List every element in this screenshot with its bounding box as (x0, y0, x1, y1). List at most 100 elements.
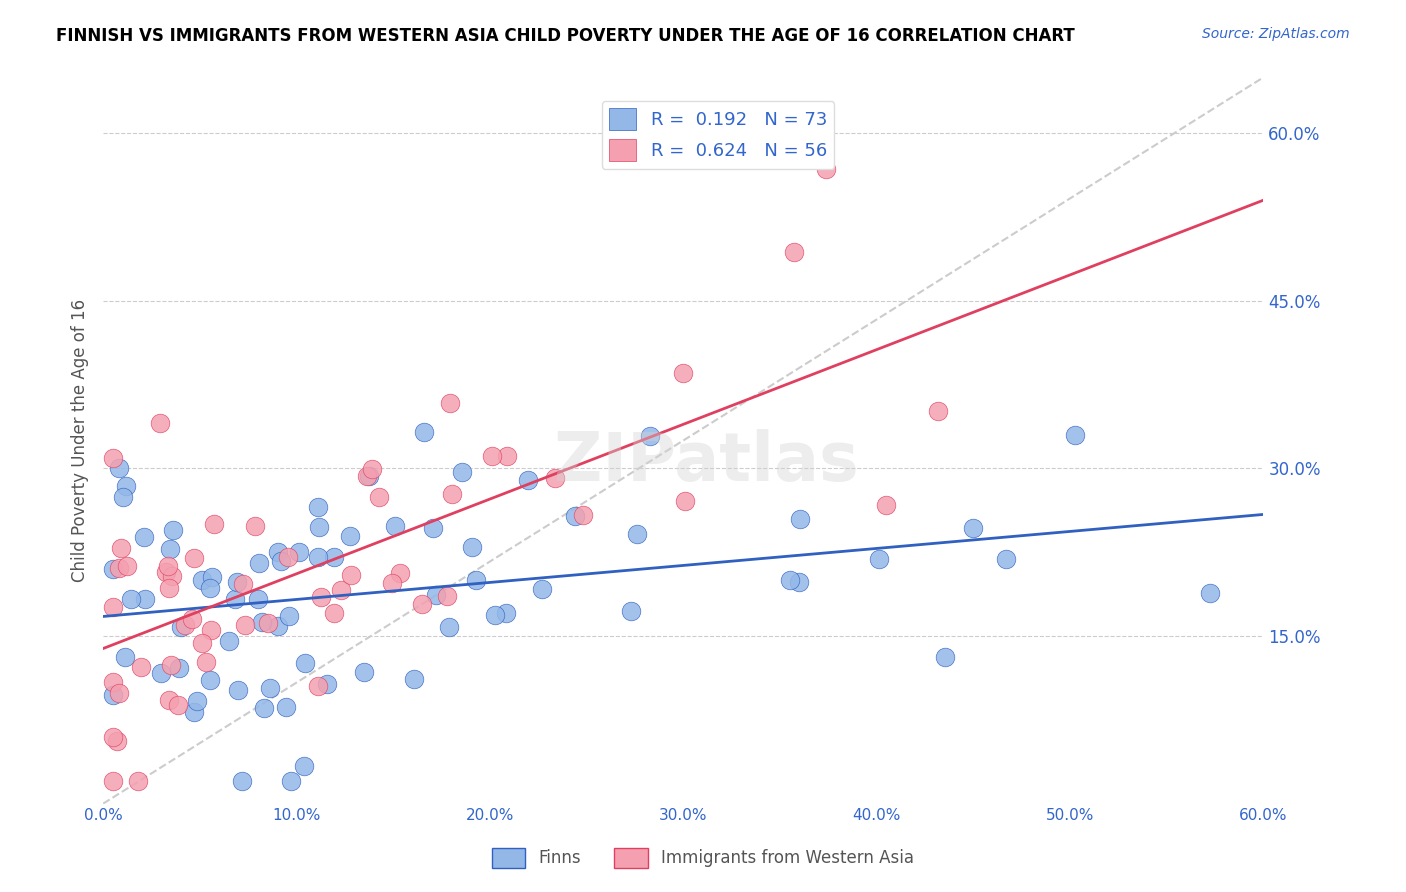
Point (201, 570, 224, 584)
Point (226, 575, 249, 590)
Point (280, 774, 302, 789)
Point (110, 541, 132, 555)
Point (101, 562, 124, 576)
Point (101, 600, 124, 615)
Point (339, 529, 361, 543)
Legend: Finns, Immigrants from Western Asia: Finns, Immigrants from Western Asia (485, 841, 921, 875)
Point (460, 540, 482, 554)
Point (814, 162, 837, 177)
Point (101, 688, 124, 702)
Point (994, 552, 1017, 566)
Point (167, 698, 190, 712)
Point (200, 623, 222, 637)
Text: ZIPatlas: ZIPatlas (554, 429, 859, 495)
Point (200, 673, 222, 687)
Point (783, 244, 806, 259)
Point (101, 450, 124, 465)
Point (962, 521, 984, 535)
Point (233, 618, 256, 632)
Point (159, 542, 181, 557)
Point (441, 487, 464, 501)
Point (381, 575, 404, 590)
Point (247, 556, 270, 570)
Point (307, 500, 329, 515)
Point (101, 774, 124, 789)
Point (105, 733, 128, 747)
Point (934, 650, 956, 665)
Point (200, 581, 222, 595)
Point (183, 705, 205, 719)
Point (253, 700, 276, 714)
Point (439, 395, 461, 409)
Point (309, 591, 332, 605)
Y-axis label: Child Poverty Under the Age of 16: Child Poverty Under the Age of 16 (72, 299, 89, 582)
Point (243, 519, 266, 533)
Point (356, 469, 378, 483)
Point (120, 591, 142, 606)
Point (114, 649, 136, 664)
Point (672, 366, 695, 380)
Point (190, 573, 212, 587)
Point (246, 591, 269, 606)
Text: FINNISH VS IMMIGRANTS FROM WESTERN ASIA CHILD POVERTY UNDER THE AGE OF 16 CORREL: FINNISH VS IMMIGRANTS FROM WESTERN ASIA … (56, 27, 1076, 45)
Point (288, 545, 311, 559)
Point (224, 592, 246, 607)
Point (875, 498, 897, 512)
Point (384, 519, 406, 533)
Point (127, 774, 149, 789)
Point (174, 617, 197, 632)
Point (779, 574, 801, 588)
Point (181, 612, 204, 626)
Point (117, 558, 139, 573)
Point (101, 675, 124, 690)
Point (330, 583, 353, 598)
Point (195, 655, 218, 669)
Point (159, 658, 181, 673)
Point (160, 569, 183, 583)
Point (108, 461, 131, 475)
Point (564, 508, 586, 523)
Point (353, 665, 375, 680)
Point (170, 620, 193, 634)
Point (257, 615, 280, 630)
Point (1064, 427, 1087, 442)
Point (307, 679, 329, 693)
Point (267, 619, 290, 633)
Point (107, 686, 129, 700)
Point (495, 606, 517, 620)
Legend: R =  0.192   N = 73, R =  0.624   N = 56: R = 0.192 N = 73, R = 0.624 N = 56 (602, 101, 834, 169)
Point (495, 449, 517, 463)
Point (316, 677, 339, 691)
Point (276, 550, 298, 565)
Point (186, 693, 208, 707)
Point (115, 479, 138, 493)
Point (111, 490, 134, 504)
Point (157, 581, 180, 595)
Point (266, 544, 288, 558)
Point (292, 758, 315, 772)
Point (927, 403, 949, 417)
Point (277, 609, 299, 624)
Point (232, 577, 254, 591)
Point (155, 565, 177, 579)
Point (340, 568, 363, 582)
Point (226, 683, 249, 698)
Point (402, 672, 425, 686)
Point (673, 494, 696, 508)
Point (157, 693, 180, 707)
Point (167, 661, 190, 675)
Point (620, 604, 643, 618)
Point (162, 523, 184, 537)
Point (450, 465, 472, 479)
Point (307, 549, 329, 564)
Point (465, 573, 488, 587)
Point (252, 615, 274, 629)
Point (412, 425, 434, 440)
Point (294, 656, 316, 670)
Point (218, 634, 240, 648)
Point (149, 416, 172, 430)
Point (322, 550, 344, 565)
Point (322, 606, 344, 620)
Point (368, 490, 391, 504)
Point (191, 636, 214, 650)
